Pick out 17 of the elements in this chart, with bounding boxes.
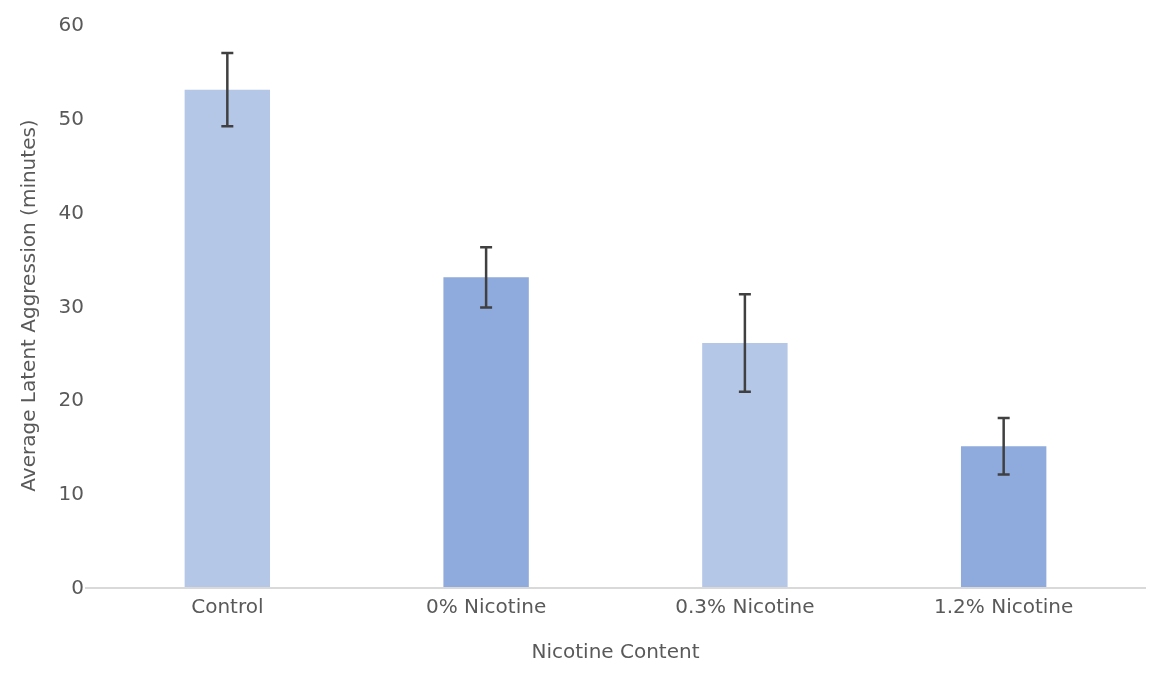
x-tick-label: 0% Nicotine [426, 593, 547, 618]
y-tick-label: 0 [71, 575, 84, 599]
y-tick-label: 50 [58, 105, 84, 130]
bar [443, 277, 529, 587]
y-tick-label: 60 [58, 12, 84, 36]
bar [702, 343, 788, 587]
x-tick-label: Control [191, 593, 264, 618]
x-tick-label: 1.2% Nicotine [934, 593, 1074, 618]
y-tick-label: 10 [58, 481, 84, 506]
x-tick-label: 0.3% Nicotine [675, 593, 815, 618]
bar [184, 89, 271, 587]
y-axis-title: Average Latent Aggression (minutes) [16, 119, 40, 492]
y-tick-label: 20 [58, 387, 84, 412]
bar [960, 446, 1047, 587]
y-tick-label: 30 [58, 293, 84, 318]
x-axis-title: Nicotine Content [531, 638, 700, 663]
y-tick-label: 40 [58, 199, 84, 224]
